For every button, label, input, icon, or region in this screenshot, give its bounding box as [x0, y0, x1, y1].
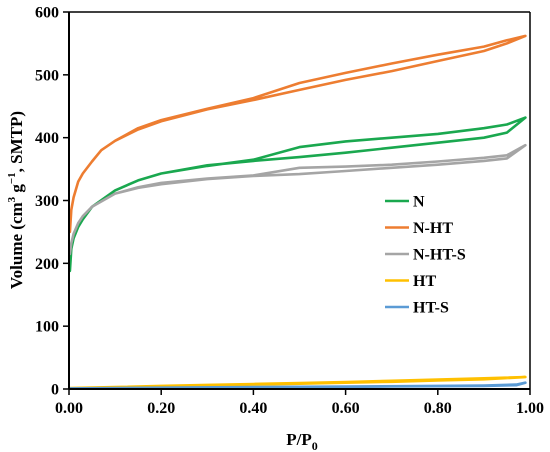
- x-tick-label: 0.20: [147, 400, 175, 417]
- series-layer: [68, 34, 527, 391]
- y-axis-title-part-3: , SMTP): [7, 111, 26, 172]
- series-line-n-ht-s: [68, 143, 527, 256]
- series-line-ht: [68, 375, 527, 390]
- y-axis-title-part-1: Volume (cm: [7, 202, 26, 289]
- series-line-n-ht: [68, 34, 527, 234]
- ticks-layer: 0.00 0.20 0.40 0.60 0.80 1.00 0 100 200 300 400 500…: [35, 5, 544, 418]
- y-tick-label: 400: [35, 130, 59, 147]
- y-tick-label: 0: [51, 382, 59, 399]
- y-axis-title-superscript-neg1: −1: [6, 172, 18, 184]
- x-tick-label: 0.00: [55, 400, 83, 417]
- x-tick-label: 0.40: [239, 400, 267, 417]
- legend-label-n-ht-s: N-HT-S: [413, 247, 466, 264]
- y-tick-label: 600: [35, 5, 59, 22]
- legend-label-ht: HT: [413, 273, 436, 290]
- legend-label-n: N: [413, 194, 425, 211]
- x-axis-title-subscript: 0: [312, 439, 318, 452]
- x-axis-title-main: P/P: [286, 430, 312, 449]
- y-tick-label: 500: [35, 67, 59, 84]
- y-tick-label: 200: [35, 256, 59, 273]
- y-axis-title-part-2: g: [7, 184, 26, 197]
- y-axis-title-superscript-3: 3: [6, 196, 18, 202]
- x-tick-label: 0.80: [424, 400, 452, 417]
- x-axis-title: P/P0: [286, 430, 318, 452]
- x-tick-label: 0.60: [332, 400, 360, 417]
- y-tick-label: 300: [35, 193, 59, 210]
- y-tick-label: 100: [35, 319, 59, 336]
- legend: N N-HT N-HT-S HT HT-S: [385, 194, 466, 317]
- legend-label-ht-s: HT-S: [413, 300, 449, 317]
- legend-label-n-ht: N-HT: [413, 220, 453, 237]
- series-line-ht-s: [68, 381, 527, 391]
- y-axis-title: Volume (cm3 g−1, SMTP): [6, 111, 26, 289]
- x-tick-label: 1.00: [516, 400, 544, 417]
